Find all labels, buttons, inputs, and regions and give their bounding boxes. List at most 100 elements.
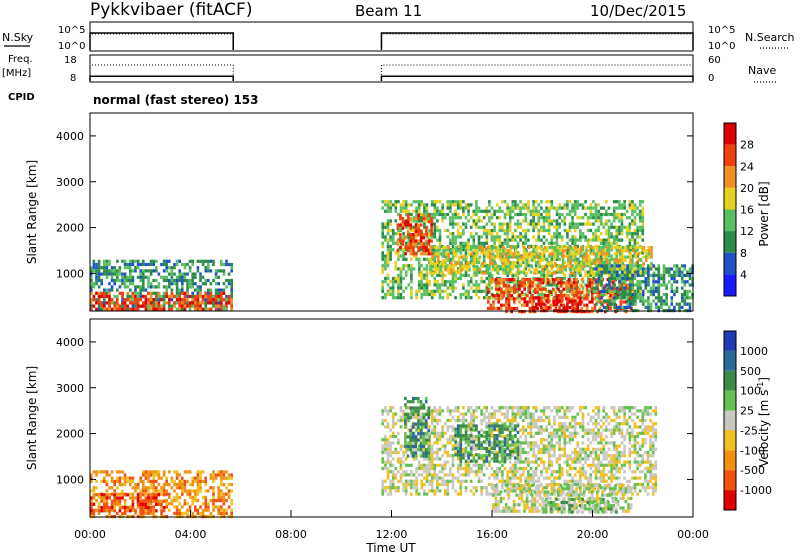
heatmap-cell (505, 290, 508, 294)
heatmap-cell (417, 257, 421, 261)
heatmap-cell (520, 290, 524, 294)
heatmap-cell (573, 222, 577, 226)
heatmap-cell (599, 418, 603, 423)
heatmap-cell (636, 273, 640, 277)
heatmap-cell (386, 241, 390, 245)
heatmap-cell (587, 255, 591, 259)
heatmap-cell (406, 217, 410, 221)
heatmap-cell (542, 267, 546, 271)
heatmap-cell (384, 235, 387, 239)
heatmap-cell (558, 232, 561, 236)
heatmap-cell (602, 428, 606, 432)
heatmap-cell (509, 252, 513, 256)
heatmap-cell (654, 422, 658, 426)
heatmap-cell (667, 267, 671, 271)
heatmap-cell (688, 277, 692, 281)
heatmap-cell (199, 307, 202, 311)
heatmap-cell (560, 299, 564, 303)
heatmap-cell (498, 209, 502, 213)
heatmap-cell (631, 299, 635, 303)
heatmap-cell (613, 258, 617, 262)
heatmap-cell (417, 209, 421, 213)
heatmap-cell (134, 266, 137, 270)
heatmap-cell (553, 418, 556, 423)
heatmap-cell (638, 273, 642, 277)
heatmap-cell (139, 291, 142, 295)
heatmap-cell (454, 216, 457, 220)
heatmap-cell (576, 431, 580, 435)
heatmap-cell (579, 235, 582, 239)
heatmap-cell (212, 301, 215, 305)
heatmap-cell (476, 249, 479, 253)
heatmap-cell (178, 486, 181, 490)
heatmap-cell (592, 277, 596, 281)
heatmap-cell (473, 249, 476, 253)
heatmap-cell (144, 496, 148, 500)
heatmap-cell (118, 509, 122, 513)
heatmap-cell (480, 225, 483, 229)
heatmap-cell (498, 225, 502, 229)
heatmap-cell (507, 255, 510, 259)
heatmap-cell (638, 425, 642, 429)
heatmap-cell (149, 301, 153, 305)
heatmap-cell (147, 508, 150, 512)
heatmap-cell (456, 212, 460, 217)
heatmap-cell (573, 415, 577, 419)
heatmap-cell (686, 296, 689, 300)
heatmap-cell (518, 310, 521, 314)
heatmap-cell (459, 216, 463, 220)
heatmap-cell (675, 286, 679, 290)
heatmap-cell (602, 409, 606, 413)
heatmap-cell (386, 244, 390, 249)
heatmap-cell (532, 422, 535, 426)
heatmap-cell (688, 302, 692, 306)
heatmap-cell (482, 280, 486, 284)
heatmap-cell (647, 305, 650, 309)
heatmap-cell (584, 200, 587, 204)
heatmap-cell (162, 473, 166, 477)
heatmap-cell (511, 206, 515, 210)
heatmap-cell (572, 294, 576, 298)
heatmap-cell (590, 258, 593, 262)
heatmap-cell (586, 273, 590, 277)
heatmap-cell (173, 505, 176, 509)
heatmap-cell (610, 299, 614, 303)
heatmap-cell (183, 294, 187, 299)
heatmap-cell (144, 486, 148, 490)
heatmap-cell (136, 298, 140, 302)
heatmap-cell (227, 278, 231, 283)
heatmap-cell (573, 422, 577, 426)
heatmap-cell (558, 203, 561, 207)
heatmap-cell (129, 266, 132, 270)
heatmap-cell (463, 265, 466, 269)
heatmap-cell (444, 268, 448, 272)
heatmap-cell (683, 302, 687, 306)
heatmap-cell (503, 212, 507, 217)
heatmap-cell (506, 267, 509, 271)
heatmap-cell (129, 288, 132, 292)
heatmap-cell (633, 222, 637, 226)
heatmap-cell (542, 209, 546, 213)
heatmap-cell (217, 288, 220, 292)
heatmap-cell (209, 294, 213, 299)
heatmap-cell (191, 301, 194, 305)
heatmap-cell (602, 225, 606, 229)
heatmap-cell (584, 270, 587, 274)
heatmap-cell (608, 267, 611, 271)
heatmap-cell (404, 286, 408, 290)
heatmap-cell (516, 254, 520, 258)
heatmap-cell (170, 307, 174, 311)
heatmap-cell (404, 225, 408, 229)
heatmap-cell (543, 249, 547, 253)
heatmap-cell (160, 499, 163, 503)
heatmap-cell (542, 428, 546, 432)
heatmap-cell (618, 280, 622, 284)
heatmap-cell (394, 206, 398, 210)
heatmap-cell (529, 418, 533, 423)
heatmap-cell (92, 282, 96, 286)
heatmap-cell (162, 489, 166, 493)
heatmap-cell (134, 285, 137, 289)
heatmap-cell (537, 428, 541, 432)
heatmap-cell (584, 264, 587, 268)
heatmap-cell (642, 249, 645, 253)
